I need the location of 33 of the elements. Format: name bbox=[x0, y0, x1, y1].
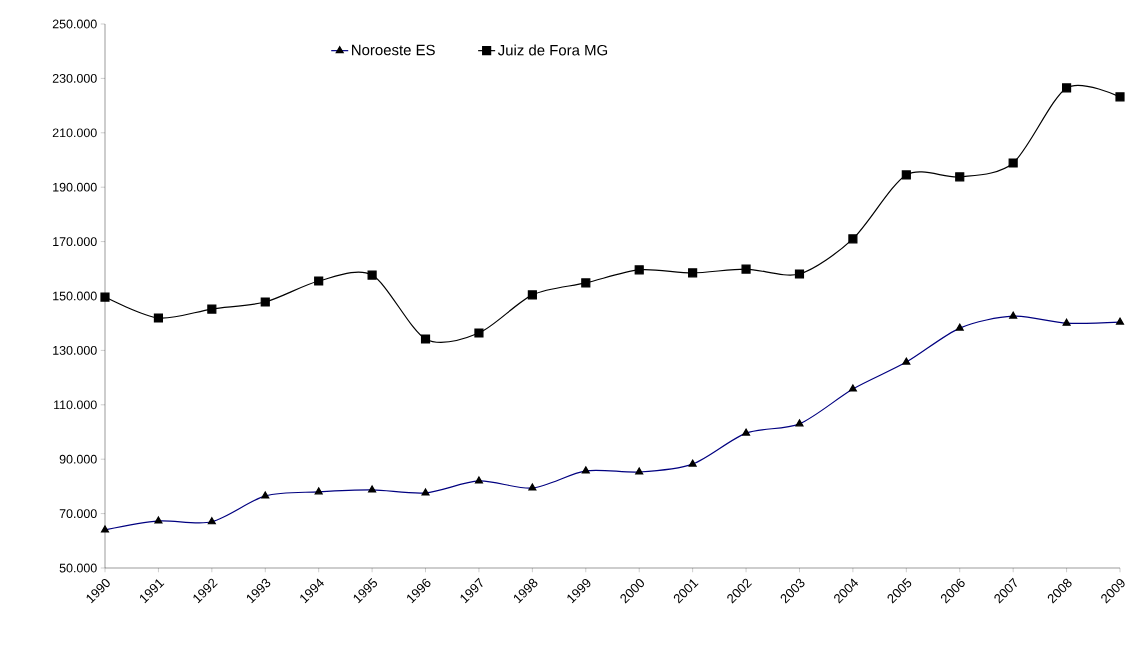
y-tick-label: 70.000 bbox=[59, 509, 97, 519]
point bbox=[634, 265, 644, 275]
y-tick-label: 170.000 bbox=[53, 237, 97, 247]
point bbox=[1115, 92, 1125, 102]
point bbox=[207, 304, 217, 314]
y-tick-label: 50.000 bbox=[59, 563, 97, 573]
legend-label: Noroeste ES bbox=[352, 44, 435, 56]
y-tick-label: 230.000 bbox=[52, 73, 97, 83]
point bbox=[955, 172, 965, 182]
point bbox=[153, 313, 164, 323]
point bbox=[260, 297, 270, 307]
point bbox=[100, 292, 110, 302]
y-tick-label: 210.000 bbox=[52, 128, 97, 138]
y-tick-label: 250.000 bbox=[52, 19, 97, 29]
point bbox=[527, 290, 537, 300]
y-tick-label: 130.000 bbox=[53, 346, 97, 355]
point bbox=[474, 328, 484, 338]
y-tick-label: 190.000 bbox=[53, 182, 97, 192]
point bbox=[367, 270, 377, 280]
point bbox=[741, 264, 751, 274]
point bbox=[1008, 158, 1018, 168]
point bbox=[420, 334, 431, 344]
point bbox=[901, 170, 911, 180]
point bbox=[848, 234, 858, 244]
y-tick-label: 110.000 bbox=[54, 400, 97, 410]
point bbox=[314, 276, 324, 286]
y-tick-label: 150.000 bbox=[53, 291, 97, 301]
point bbox=[688, 268, 698, 278]
point bbox=[794, 269, 805, 279]
y-tick-label: 90.000 bbox=[59, 454, 97, 464]
point bbox=[1062, 83, 1072, 93]
point bbox=[581, 278, 591, 288]
legend-label: Juiz de Fora MG bbox=[497, 44, 608, 56]
